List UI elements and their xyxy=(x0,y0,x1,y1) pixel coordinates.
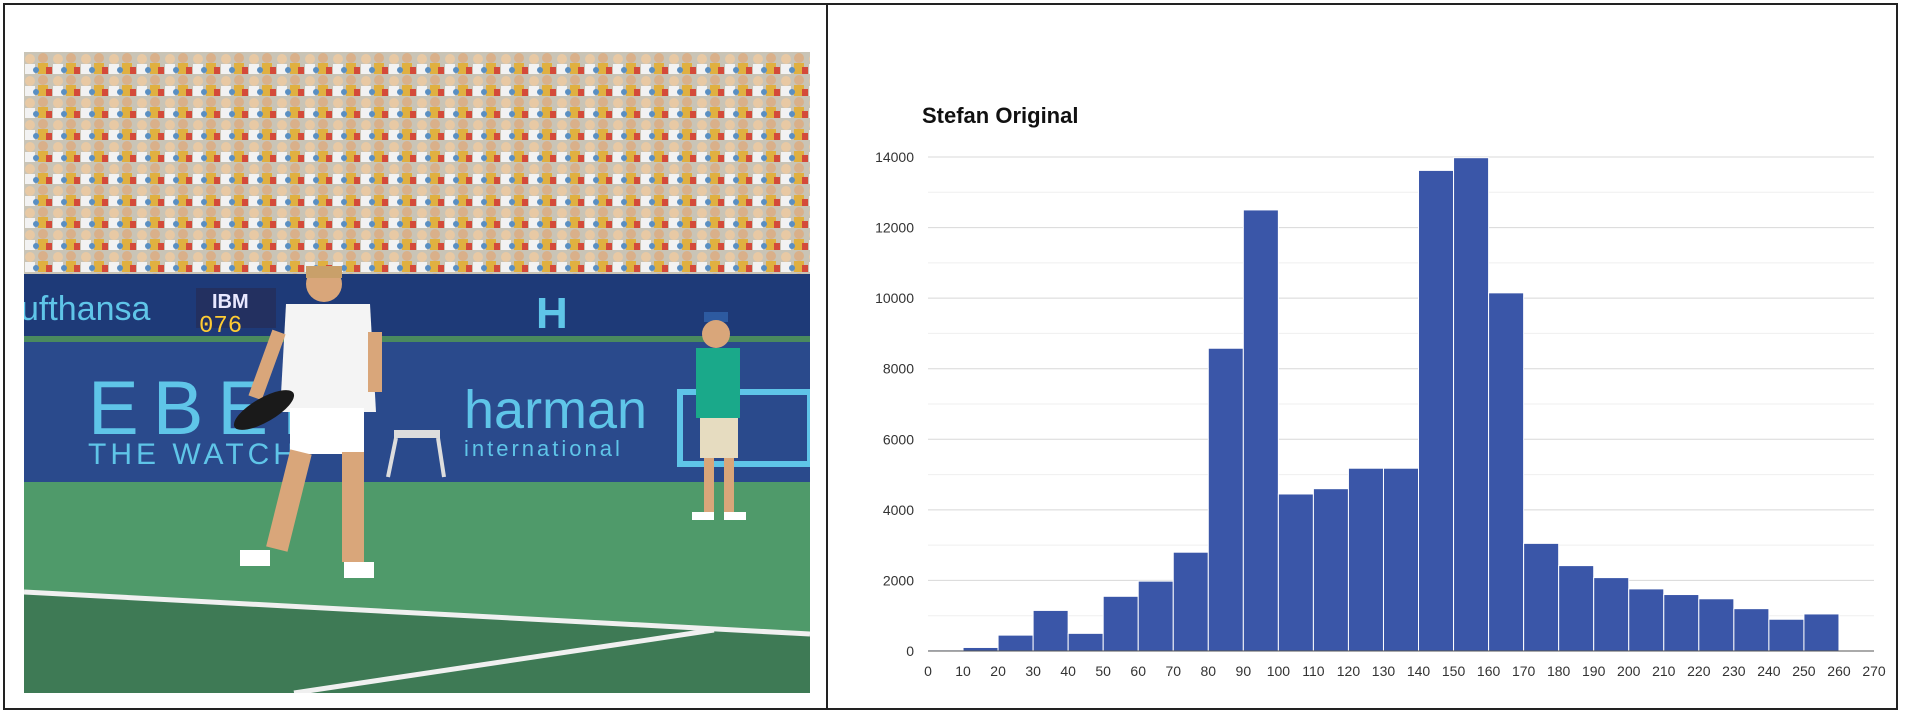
x-tick-label: 130 xyxy=(1372,663,1396,679)
x-tick-label: 220 xyxy=(1687,663,1711,679)
x-tick-label: 110 xyxy=(1302,663,1325,679)
x-tick-label: 190 xyxy=(1582,663,1606,679)
y-tick-label: 12000 xyxy=(875,220,914,236)
harman-sub-text: international xyxy=(464,436,623,461)
x-tick-label: 100 xyxy=(1267,663,1291,679)
histogram-bar xyxy=(1277,493,1314,652)
y-tick-label: 14000 xyxy=(875,149,914,165)
y-tick-label: 10000 xyxy=(875,290,914,306)
histogram-bar xyxy=(1102,595,1139,652)
x-tick-label: 30 xyxy=(1025,663,1041,679)
x-tick-label: 10 xyxy=(955,663,971,679)
panel-divider xyxy=(826,3,828,710)
histogram-bar xyxy=(1347,467,1384,652)
scoreboard xyxy=(196,288,276,328)
histogram-bar xyxy=(1593,577,1630,652)
histogram-bar xyxy=(1628,588,1665,652)
histogram-bar xyxy=(1242,209,1279,652)
histogram-bar xyxy=(1663,594,1700,652)
histogram-bar xyxy=(1803,613,1840,652)
x-tick-label: 250 xyxy=(1792,663,1816,679)
x-tick-label: 200 xyxy=(1617,663,1641,679)
x-tick-label: 90 xyxy=(1236,663,1252,679)
histogram-bar xyxy=(1558,565,1595,652)
x-tick-label: 240 xyxy=(1757,663,1781,679)
histogram-bar xyxy=(1137,580,1174,652)
histogram-bar xyxy=(1768,618,1805,652)
x-tick-labels: 0 10 20 30 40 50 60 70 80 90 100 110 120 130 140 150 160… xyxy=(924,663,1886,679)
y-tick-labels: 0 2000 4000 6000 8000 10000 12000 14000 xyxy=(875,149,914,659)
histogram-bar xyxy=(1207,347,1244,652)
tennis-scene: ufthansa IBM 076 H EBEL THE WATCH harman… xyxy=(24,52,810,693)
histogram-panel: Stefan Original 0 2000 4000 6000 8000 10000 12… xyxy=(830,6,1898,708)
y-tick-label: 8000 xyxy=(883,361,914,377)
histogram-bar xyxy=(1453,157,1490,652)
line-judge xyxy=(692,312,746,520)
scoreboard-digits: 076 xyxy=(199,313,242,340)
x-tick-label: 140 xyxy=(1407,663,1431,679)
histogram-chart: 0 2000 4000 6000 8000 10000 12000 14000 0 10 20 30… xyxy=(875,149,1886,679)
histogram-bar xyxy=(962,646,999,652)
scoreboard-brand: IBM xyxy=(212,291,249,313)
x-tick-label: 150 xyxy=(1442,663,1466,679)
y-tick-label: 0 xyxy=(906,643,914,659)
histogram-bar xyxy=(1382,467,1420,652)
sponsor-left-text: ufthansa xyxy=(24,290,151,328)
histogram-bar xyxy=(1698,598,1735,652)
crowd xyxy=(24,52,810,282)
sideline xyxy=(293,627,715,693)
histogram-bar xyxy=(1067,632,1104,652)
x-tick-label: 270 xyxy=(1862,663,1886,679)
x-tick-label: 40 xyxy=(1060,663,1076,679)
x-tick-label: 180 xyxy=(1547,663,1571,679)
baseline xyxy=(24,589,810,637)
y-tick-label: 4000 xyxy=(883,502,914,518)
tennis-player xyxy=(233,266,382,578)
histogram-bar xyxy=(1523,542,1560,652)
histogram-bar xyxy=(1418,169,1455,652)
histogram-bar xyxy=(1172,551,1209,652)
y-tick-label: 6000 xyxy=(883,431,914,447)
x-tick-label: 210 xyxy=(1652,663,1676,679)
tennis-photo: ufthansa IBM 076 H EBEL THE WATCH harman… xyxy=(24,52,810,693)
x-tick-label: 80 xyxy=(1201,663,1217,679)
x-tick-label: 0 xyxy=(924,663,932,679)
right-sign xyxy=(677,389,810,467)
x-tick-label: 60 xyxy=(1130,663,1146,679)
court-zone xyxy=(24,592,810,693)
upper-banner xyxy=(24,274,810,336)
harman-text: harman xyxy=(464,380,647,440)
histogram-bar xyxy=(1488,292,1525,652)
x-tick-label: 260 xyxy=(1827,663,1851,679)
histogram-bar xyxy=(997,634,1034,652)
x-tick-label: 230 xyxy=(1722,663,1746,679)
y-tick-label: 2000 xyxy=(883,572,914,588)
x-tick-label: 120 xyxy=(1337,663,1361,679)
bars xyxy=(927,157,1840,652)
chair xyxy=(394,430,440,438)
histogram-bar xyxy=(1733,608,1770,652)
histogram-bar xyxy=(1032,609,1069,652)
histogram-bar xyxy=(1312,488,1349,652)
chart-title: Stefan Original xyxy=(922,103,1079,128)
sponsor-h-text: H xyxy=(536,289,568,338)
x-tick-label: 160 xyxy=(1477,663,1501,679)
ebel-sub-text: THE WATCH xyxy=(88,438,299,471)
x-tick-label: 170 xyxy=(1512,663,1536,679)
x-tick-label: 20 xyxy=(990,663,1006,679)
x-tick-label: 70 xyxy=(1165,663,1181,679)
x-tick-label: 50 xyxy=(1095,663,1111,679)
